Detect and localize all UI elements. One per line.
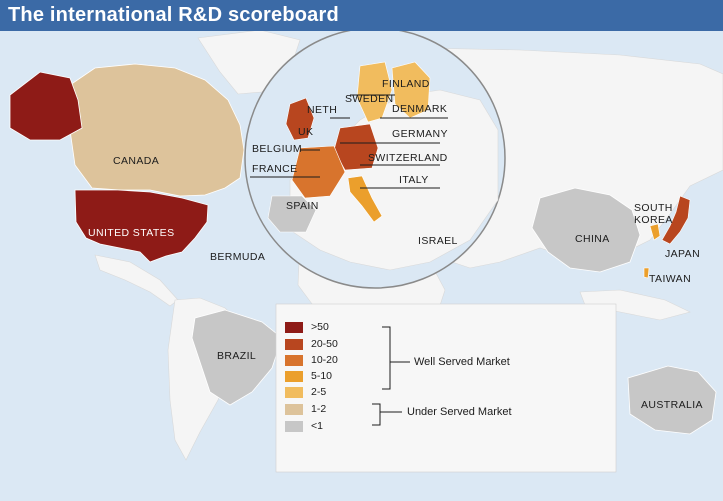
label-netherlands: NETH: [307, 104, 338, 116]
label-canada: CANADA: [113, 155, 160, 167]
label-finland: FINLAND: [382, 78, 430, 90]
label-united-states: UNITED STATES: [88, 227, 175, 239]
country-japan: [661, 195, 691, 245]
legend-swatch: [285, 387, 303, 398]
country-alaska: [9, 71, 83, 141]
legend-value: >50: [311, 321, 329, 333]
label-taiwan: TAIWAN: [649, 273, 692, 285]
country-united-states: [74, 189, 209, 263]
label-brazil: BRAZIL: [217, 350, 257, 362]
legend-value: 1-2: [311, 403, 327, 415]
label-bermuda: BERMUDA: [210, 251, 266, 263]
label-australia: AUSTRALIA: [641, 399, 703, 411]
label-spain: SPAIN: [286, 200, 319, 212]
country-uk: [285, 97, 315, 141]
label-italy: ITALY: [399, 174, 429, 186]
legend-swatch: [285, 404, 303, 415]
country-canada: [69, 63, 245, 197]
legend-swatch: [285, 355, 303, 366]
label-germany: GERMANY: [392, 128, 448, 140]
country-brazil: [191, 309, 283, 406]
label-denmark: DENMARK: [392, 103, 448, 115]
label-japan: JAPAN: [665, 248, 701, 260]
label-france: FRANCE: [252, 163, 298, 175]
central-america: [94, 254, 179, 307]
legend-group-under-served: Under Served Market: [407, 406, 512, 418]
country-china: [531, 187, 641, 273]
legend-group-well-served: Well Served Market: [414, 356, 510, 368]
legend-swatch: [285, 421, 303, 432]
legend-value: <1: [311, 420, 323, 432]
legend-swatch: [285, 339, 303, 350]
label-uk: UK: [298, 126, 314, 138]
country-spain: [267, 195, 317, 233]
label-sweden: SWEDEN: [345, 93, 394, 105]
country-taiwan: [643, 267, 650, 279]
label-china: CHINA: [575, 233, 610, 245]
country-italy: [347, 175, 383, 223]
legend-swatch: [285, 322, 303, 333]
country-south-korea: [649, 223, 661, 241]
legend-value: 10-20: [311, 354, 338, 366]
title-bar: [0, 0, 723, 31]
legend-swatch: [285, 371, 303, 382]
europe-inset: [244, 27, 506, 289]
legend-value: 2-5: [311, 386, 327, 398]
map-title: The international R&D scoreboard: [8, 4, 339, 26]
label-south-korea-line1: SOUTH: [634, 202, 673, 214]
label-south-korea-line2: KOREA: [634, 214, 673, 226]
legend-panel: [275, 303, 617, 473]
legend-value: 5-10: [311, 370, 333, 382]
leader-lines: [250, 94, 448, 189]
label-israel: ISRAEL: [418, 235, 458, 247]
country-france: [291, 145, 346, 199]
label-belgium: BELGIUM: [252, 143, 303, 155]
label-switzerland: SWITZERLAND: [368, 152, 448, 164]
country-finland: [391, 61, 431, 119]
country-australia: [627, 365, 717, 435]
legend-value: 20-50: [311, 338, 338, 350]
